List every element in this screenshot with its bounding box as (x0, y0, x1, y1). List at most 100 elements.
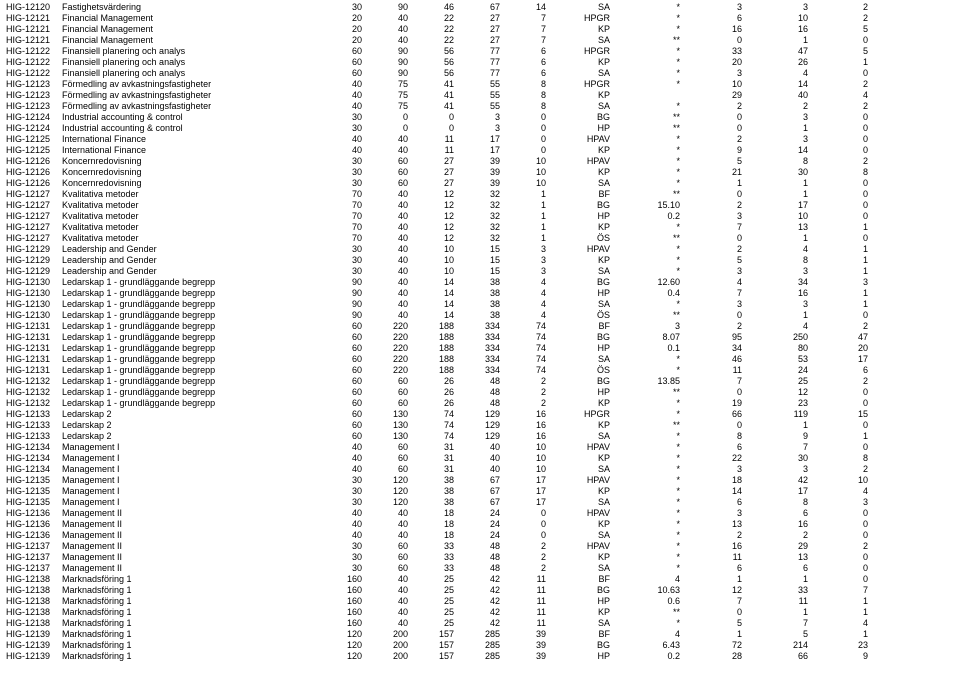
cell-n5: 4 (500, 310, 546, 321)
cell-star: * (610, 453, 680, 464)
cell-n3: 0 (408, 123, 454, 134)
cell-star: * (610, 222, 680, 233)
cell-name: Koncernredovisning (62, 156, 318, 167)
cell-star: * (610, 167, 680, 178)
cell-star: * (610, 354, 680, 365)
cell-n1: 60 (318, 354, 362, 365)
cell-gr: KP (546, 90, 610, 101)
cell-n4: 40 (454, 442, 500, 453)
cell-n7: 6 (742, 563, 808, 574)
cell-n7: 1 (742, 310, 808, 321)
cell-n6: 3 (680, 464, 742, 475)
cell-n5: 16 (500, 409, 546, 420)
cell-n7: 3 (742, 266, 808, 277)
cell-name: Management II (62, 563, 318, 574)
cell-star: 6.43 (610, 640, 680, 651)
table-row: HIG-12121Financial Management204022277KP… (6, 24, 960, 35)
cell-n1: 20 (318, 35, 362, 46)
cell-star: 15.10 (610, 200, 680, 211)
table-row: HIG-12121Financial Management204022277SA… (6, 35, 960, 46)
cell-code: HIG-12120 (6, 2, 62, 13)
cell-n8: 1 (808, 431, 868, 442)
cell-gr: KP (546, 552, 610, 563)
cell-n5: 39 (500, 640, 546, 651)
cell-n7: 16 (742, 24, 808, 35)
cell-star: 0.4 (610, 288, 680, 299)
cell-n8: 7 (808, 585, 868, 596)
cell-n2: 60 (362, 464, 408, 475)
cell-n6: 6 (680, 442, 742, 453)
cell-n6: 3 (680, 2, 742, 13)
cell-n2: 90 (362, 68, 408, 79)
cell-n4: 285 (454, 629, 500, 640)
cell-code: HIG-12135 (6, 497, 62, 508)
cell-n7: 47 (742, 46, 808, 57)
cell-code: HIG-12136 (6, 508, 62, 519)
table-row: HIG-12122Finansiell planering och analys… (6, 68, 960, 79)
cell-code: HIG-12127 (6, 233, 62, 244)
cell-n1: 160 (318, 596, 362, 607)
cell-name: Ledarskap 1 - grundläggande begrepp (62, 387, 318, 398)
cell-n2: 40 (362, 145, 408, 156)
cell-code: HIG-12127 (6, 189, 62, 200)
cell-gr: HPAV (546, 541, 610, 552)
cell-gr: HPGR (546, 13, 610, 24)
cell-star: ** (610, 112, 680, 123)
cell-n2: 40 (362, 574, 408, 585)
cell-n7: 29 (742, 541, 808, 552)
cell-n3: 12 (408, 211, 454, 222)
cell-n3: 56 (408, 68, 454, 79)
cell-n2: 75 (362, 90, 408, 101)
cell-gr: HP (546, 596, 610, 607)
cell-n8: 0 (808, 574, 868, 585)
cell-n7: 1 (742, 178, 808, 189)
cell-name: Ledarskap 1 - grundläggande begrepp (62, 332, 318, 343)
cell-n5: 8 (500, 90, 546, 101)
table-row: HIG-12126Koncernredovisning3060273910SA*… (6, 178, 960, 189)
cell-n2: 60 (362, 552, 408, 563)
cell-n1: 120 (318, 629, 362, 640)
cell-name: Koncernredovisning (62, 178, 318, 189)
cell-n5: 39 (500, 629, 546, 640)
table-row: HIG-12127Kvalitativa metoder704012321KP*… (6, 222, 960, 233)
cell-code: HIG-12132 (6, 387, 62, 398)
cell-n6: 2 (680, 244, 742, 255)
cell-name: Ledarskap 1 - grundläggande begrepp (62, 288, 318, 299)
cell-n6: 8 (680, 431, 742, 442)
cell-n8: 6 (808, 365, 868, 376)
cell-n2: 40 (362, 222, 408, 233)
cell-n1: 60 (318, 365, 362, 376)
cell-n7: 250 (742, 332, 808, 343)
cell-n7: 5 (742, 629, 808, 640)
cell-gr: HP (546, 288, 610, 299)
table-row: HIG-12136Management II404018240SA*220 (6, 530, 960, 541)
cell-n4: 32 (454, 200, 500, 211)
cell-name: Fastighetsvärdering (62, 2, 318, 13)
cell-n5: 3 (500, 244, 546, 255)
cell-n2: 40 (362, 266, 408, 277)
cell-n8: 1 (808, 299, 868, 310)
cell-code: HIG-12130 (6, 299, 62, 310)
cell-n3: 10 (408, 255, 454, 266)
table-row: HIG-12134Management I4060314010KP*22308 (6, 453, 960, 464)
cell-n7: 1 (742, 420, 808, 431)
cell-n4: 32 (454, 222, 500, 233)
cell-n7: 4 (742, 68, 808, 79)
cell-n4: 334 (454, 354, 500, 365)
cell-n2: 220 (362, 354, 408, 365)
cell-gr: SA (546, 299, 610, 310)
cell-n6: 20 (680, 57, 742, 68)
cell-star: * (610, 486, 680, 497)
cell-n1: 30 (318, 475, 362, 486)
cell-star: * (610, 178, 680, 189)
cell-gr: BG (546, 585, 610, 596)
cell-star: * (610, 299, 680, 310)
cell-star: * (610, 409, 680, 420)
cell-n7: 119 (742, 409, 808, 420)
cell-n8: 0 (808, 35, 868, 46)
cell-n3: 31 (408, 464, 454, 475)
cell-n1: 60 (318, 398, 362, 409)
cell-star: ** (610, 233, 680, 244)
table-row: HIG-12129Leadership and Gender304010153K… (6, 255, 960, 266)
cell-n5: 7 (500, 13, 546, 24)
